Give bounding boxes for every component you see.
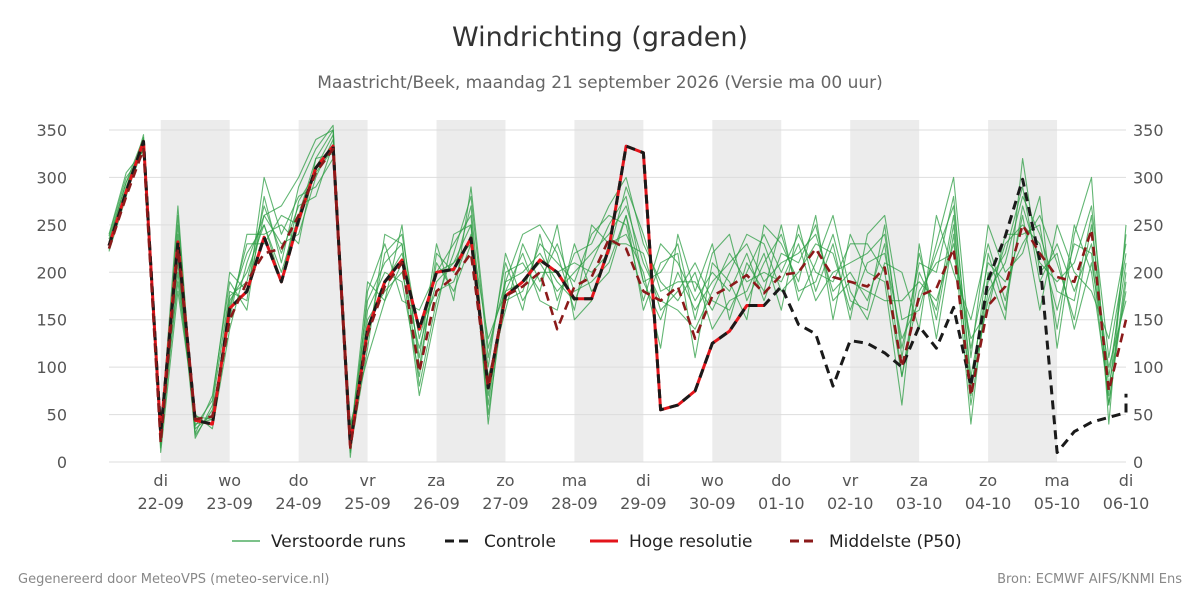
x-tick-date-0: 22-09 [137, 494, 184, 513]
legend-label-highres: Hoge resolutie [629, 532, 753, 552]
x-tick-day-10: vr [842, 471, 858, 490]
x-tick-date-5: 27-09 [482, 494, 529, 513]
x-tick-day-7: di [636, 471, 651, 490]
chart-title: Windrichting (graden) [451, 22, 749, 53]
y-tick-right-150: 150 [1133, 311, 1164, 330]
x-tick-day-4: za [427, 471, 445, 490]
y-tick-left-250: 250 [36, 216, 67, 235]
ensemble-member-line-6 [108, 124, 1127, 458]
x-tick-day-13: ma [1044, 471, 1069, 490]
x-tick-date-7: 29-09 [620, 494, 667, 513]
main-series [107, 139, 1128, 454]
x-tick-day-2: do [289, 471, 309, 490]
x-tick-day-3: vr [360, 471, 376, 490]
median-series-line [107, 147, 1128, 450]
y-tick-right-300: 300 [1133, 168, 1164, 187]
x-tick-day-0: di [153, 471, 168, 490]
ensemble-member-line-3 [108, 129, 1127, 454]
y-tick-left-200: 200 [36, 263, 67, 282]
x-tick-date-1: 23-09 [206, 494, 253, 513]
y-tick-right-100: 100 [1133, 358, 1164, 377]
x-tick-date-12: 04-10 [965, 494, 1012, 513]
x-tick-day-1: wo [218, 471, 241, 490]
night-band-2 [436, 120, 506, 462]
legend-label-median: Middelste (P50) [829, 532, 962, 552]
y-tick-right-0: 0 [1133, 453, 1143, 472]
night-band-6 [988, 120, 1058, 462]
y-tick-right-350: 350 [1133, 121, 1164, 140]
y-tick-left-100: 100 [36, 358, 67, 377]
ensemble-member-line-9 [108, 140, 1127, 436]
y-tick-left-0: 0 [57, 453, 67, 472]
x-tick-date-13: 05-10 [1034, 494, 1081, 513]
x-tick-date-11: 03-10 [896, 494, 943, 513]
y-tick-right-50: 50 [1133, 406, 1153, 425]
x-tick-day-11: za [910, 471, 928, 490]
y-tick-left-300: 300 [36, 168, 67, 187]
legend-label-ensemble: Verstoorde runs [271, 532, 406, 552]
x-tick-date-2: 24-09 [275, 494, 322, 513]
night-band-3 [574, 120, 644, 462]
x-tick-date-10: 02-10 [827, 494, 874, 513]
y-tick-left-50: 50 [47, 406, 67, 425]
chart-subtitle: Maastricht/Beek, maandag 21 september 20… [317, 73, 883, 93]
footer-generated-by: Gegenereerd door MeteoVPS (meteo-service… [18, 572, 330, 587]
x-tick-date-6: 28-09 [551, 494, 598, 513]
x-tick-day-6: ma [562, 471, 587, 490]
x-tick-day-14: di [1119, 471, 1134, 490]
x-tick-date-3: 25-09 [344, 494, 391, 513]
x-tick-date-9: 01-10 [758, 494, 805, 513]
legend-label-control: Controle [484, 532, 556, 552]
x-tick-date-8: 30-09 [689, 494, 736, 513]
y-tick-left-150: 150 [36, 311, 67, 330]
y-tick-right-250: 250 [1133, 216, 1164, 235]
x-tick-day-5: zo [496, 471, 514, 490]
footer-source: Bron: ECMWF AIFS/KNMI Ens [997, 572, 1182, 587]
night-band-5 [850, 120, 920, 462]
axes: 0 0 50 50 100 100 150 150 200 200 250 250 300 300 350 3… [36, 121, 1163, 513]
y-tick-right-200: 200 [1133, 263, 1164, 282]
x-tick-day-8: wo [701, 471, 724, 490]
x-tick-date-14: 06-10 [1103, 494, 1150, 513]
control-series-line [107, 139, 1128, 454]
y-tick-left-350: 350 [36, 121, 67, 140]
x-tick-day-12: zo [979, 471, 997, 490]
x-tick-day-9: do [771, 471, 791, 490]
x-tick-date-4: 26-09 [413, 494, 460, 513]
legend: Verstoorde runs Controle Hoge resolutie Mid… [232, 532, 962, 552]
